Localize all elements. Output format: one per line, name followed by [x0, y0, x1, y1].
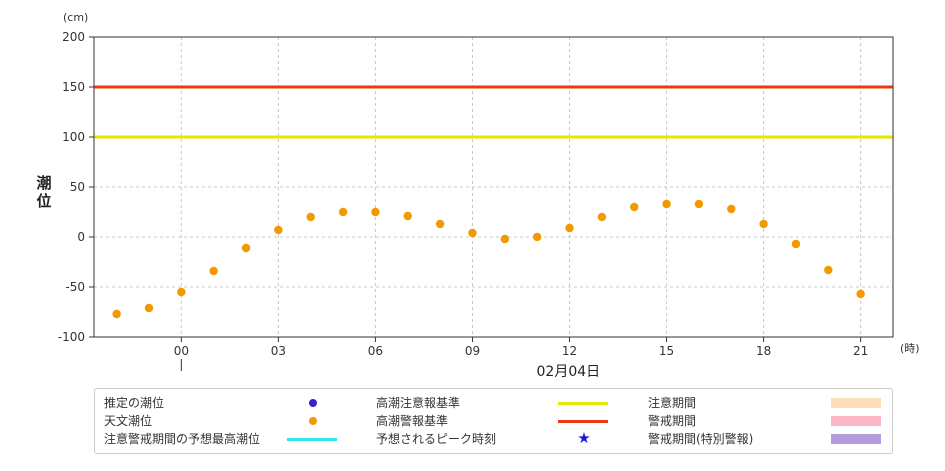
tide-point [371, 207, 380, 217]
tide-point [532, 232, 542, 242]
y-tick-label: 150 [62, 80, 85, 94]
legend-line-icon [558, 420, 608, 423]
legend-dot-icon [309, 399, 317, 407]
legend-rect-icon [831, 398, 881, 408]
tide-chart: -100 -50 0 50 100 150 200 00 03 06 09 12 15 18 21 (cm) (… [36, 11, 920, 380]
star-icon: ★ [577, 429, 591, 447]
tide-point [824, 265, 833, 275]
legend-label-warning-criterion: 高潮警報基準 [376, 414, 449, 428]
legend-label-peak-time: 予想されるピーク時刻 [376, 432, 497, 446]
date-label: 02月04日 [537, 364, 601, 380]
legend-label-advisory-criterion: 高潮注意報基準 [376, 396, 461, 410]
y-tick-label: -50 [65, 280, 85, 294]
tide-point [306, 212, 315, 222]
y-tick-label: 200 [62, 30, 85, 44]
tide-point [727, 204, 736, 214]
x-unit-label: (時) [900, 342, 920, 355]
y-tick-label: 100 [62, 130, 85, 144]
tide-point [694, 199, 704, 209]
x-tick-label: 21 [853, 344, 868, 358]
tide-point [500, 234, 510, 244]
legend: 推定の潮位 天文潮位 注意警戒期間の予想最高潮位 高潮注意報基準 高潮警報基準 … [94, 388, 893, 454]
x-tick-label: 00 [174, 344, 189, 358]
tide-point [144, 303, 154, 313]
x-tick-label: 09 [465, 344, 480, 358]
legend-label-warning-period: 警戒期間 [648, 414, 697, 428]
tide-point [565, 223, 574, 233]
tide-point [403, 211, 412, 221]
y-unit-label: (cm) [63, 11, 88, 24]
legend-label-astronomical-tide: 天文潮位 [104, 414, 153, 428]
x-tick-label: 03 [271, 344, 286, 358]
tide-point [274, 225, 283, 235]
tide-point [338, 207, 348, 217]
x-tick-label: 06 [368, 344, 383, 358]
tide-point [662, 199, 671, 209]
tide-point [856, 289, 865, 299]
tide-point [435, 219, 445, 229]
legend-dot-icon [309, 417, 317, 425]
legend-line-icon [558, 402, 608, 405]
tide-point [209, 266, 218, 276]
legend-label-special-warning-period: 警戒期間(特別警報) [648, 432, 754, 446]
legend-rect-icon [831, 416, 881, 426]
y-tick-label: 50 [70, 180, 85, 194]
tide-point [791, 239, 801, 249]
x-tick-label: 18 [756, 344, 771, 358]
y-axis-title: 潮 [36, 174, 51, 192]
y-axis-title: 位 [36, 192, 51, 210]
tide-point [177, 287, 186, 297]
tide-point [468, 228, 477, 238]
tide-point [597, 212, 607, 222]
tide-point [112, 309, 121, 319]
legend-rect-icon [831, 434, 881, 444]
legend-label-advisory-period: 注意期間 [648, 396, 697, 410]
legend-line-icon [287, 438, 337, 441]
y-tick-label: -100 [58, 330, 85, 344]
x-tick-label: 15 [659, 344, 674, 358]
y-tick-label: 0 [77, 230, 85, 244]
tide-point [759, 219, 768, 229]
tide-point [241, 243, 251, 253]
x-tick-label: 12 [562, 344, 577, 358]
tide-point [630, 202, 639, 212]
legend-label-forecast-max-tide: 注意警戒期間の予想最高潮位 [104, 432, 261, 446]
legend-label-estimated-tide: 推定の潮位 [104, 396, 165, 410]
